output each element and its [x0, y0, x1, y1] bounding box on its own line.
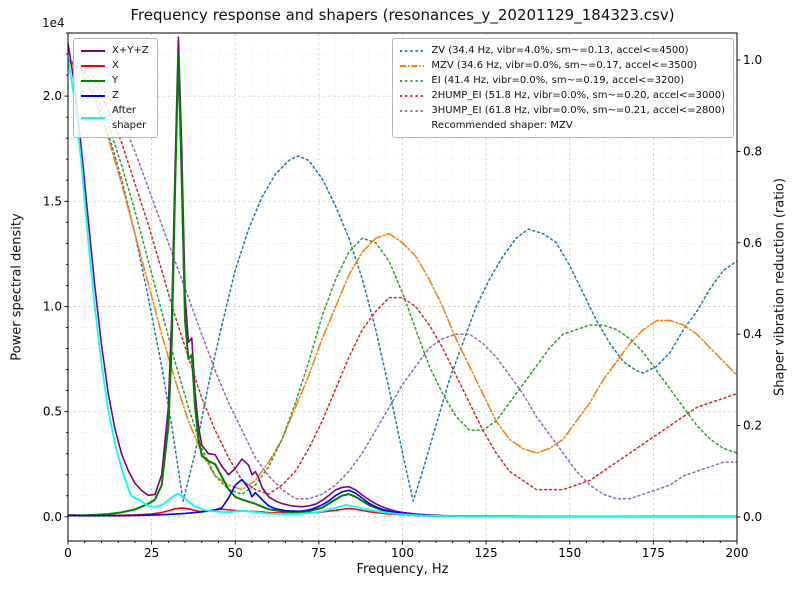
legend-line-swatch [399, 91, 425, 101]
legend-label: Y [112, 75, 119, 86]
legend-label: ZV (34.4 Hz, vibr=4.0%, sm~=0.13, accel<… [431, 45, 689, 56]
y-axis-label-left: Power spectral density [9, 213, 25, 361]
legend-line-swatch [80, 46, 106, 56]
legend-label: 2HUMP_EI (51.8 Hz, vibr=0.0%, sm~=0.20, … [431, 90, 725, 101]
legend-line-swatch [80, 113, 106, 123]
legend-item: Z [80, 88, 149, 103]
legend-label: MZV (34.6 Hz, vibr=0.0%, sm~=0.17, accel… [431, 60, 698, 71]
legend-label: After shaper [112, 105, 147, 131]
recommended-shaper-text: Recommended shaper: MZV [431, 120, 573, 131]
y-axis-label-right: Shaper vibration reduction (ratio) [772, 178, 788, 396]
legend-label: 3HUMP_EI (61.8 Hz, vibr=0.0%, sm~=0.21, … [431, 105, 725, 116]
legend-recommendation: Recommended shaper: MZV [399, 118, 725, 133]
y-axis-offset-text: 1e4 [42, 16, 65, 30]
legend-label: X [112, 60, 119, 71]
legend-line-swatch [399, 106, 425, 116]
legend-item: MZV (34.6 Hz, vibr=0.0%, sm~=0.17, accel… [399, 58, 725, 73]
legend-line-swatch [80, 91, 106, 101]
legend-psd: X+Y+Z X Y Z After shaper [73, 38, 158, 138]
legend-line-swatch [399, 46, 425, 56]
legend-item: X+Y+Z [80, 43, 149, 58]
legend-item: ZV (34.4 Hz, vibr=4.0%, sm~=0.13, accel<… [399, 43, 725, 58]
legend-item: 2HUMP_EI (51.8 Hz, vibr=0.0%, sm~=0.20, … [399, 88, 725, 103]
x-axis-label: Frequency, Hz [356, 562, 449, 577]
chart-title: Frequency response and shapers (resonanc… [130, 6, 675, 24]
legend-item: After shaper [80, 103, 149, 133]
legend-label: EI (41.4 Hz, vibr=0.0%, sm~=0.19, accel<… [431, 75, 685, 86]
legend-item: 3HUMP_EI (61.8 Hz, vibr=0.0%, sm~=0.21, … [399, 103, 725, 118]
legend-line-swatch [399, 61, 425, 71]
legend-label: Z [112, 90, 119, 101]
legend-item: EI (41.4 Hz, vibr=0.0%, sm~=0.19, accel<… [399, 73, 725, 88]
legend-line-swatch [399, 76, 425, 86]
legend-line-swatch [80, 61, 106, 71]
legend-item: X [80, 58, 149, 73]
legend-item: Y [80, 73, 149, 88]
legend-shapers: ZV (34.4 Hz, vibr=4.0%, sm~=0.13, accel<… [392, 38, 734, 138]
legend-label: X+Y+Z [112, 45, 149, 56]
legend-line-swatch [80, 76, 106, 86]
